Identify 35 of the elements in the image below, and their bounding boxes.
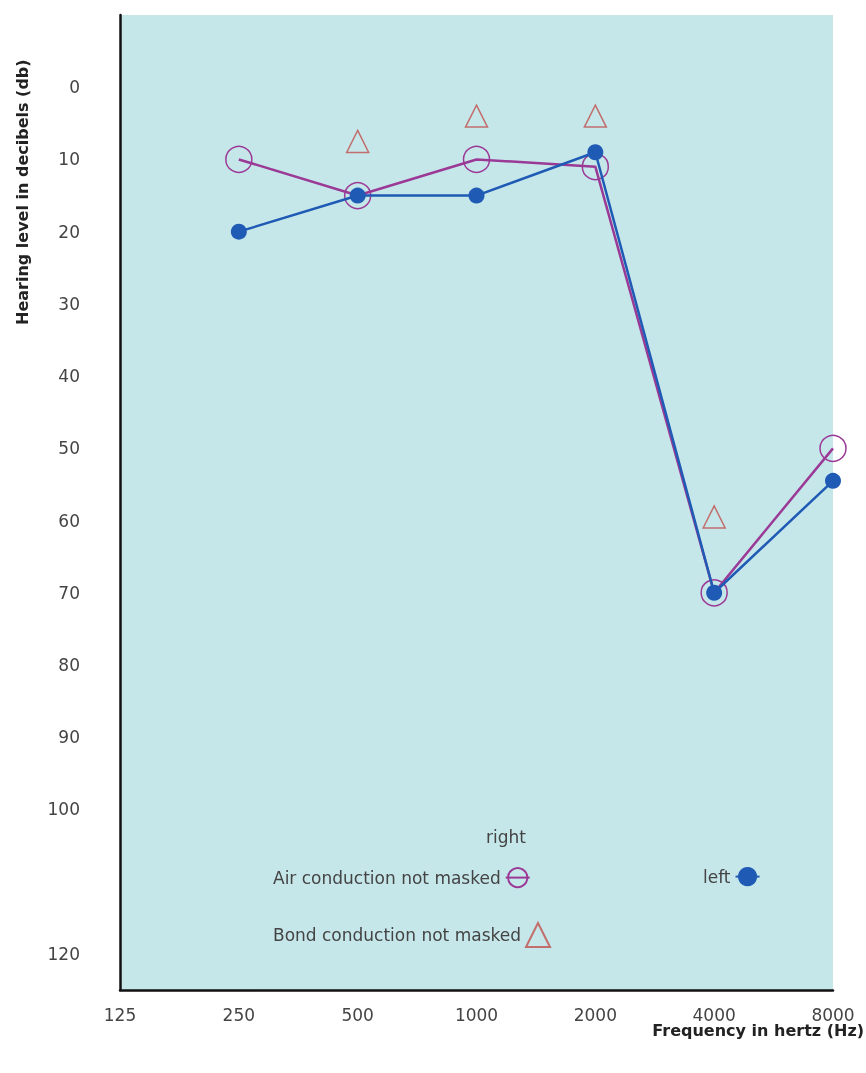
y-tick-label: 80 <box>58 655 80 675</box>
point <box>464 104 489 128</box>
y-tick-label: 20 <box>58 221 80 242</box>
point <box>345 129 370 154</box>
point <box>462 145 491 174</box>
legend-label: Bond conduction not masked <box>272 925 521 945</box>
x-tick-label: 2000 <box>573 1004 617 1025</box>
y-tick-label: 60 <box>58 510 80 531</box>
point <box>825 472 841 489</box>
point <box>587 144 604 161</box>
y-tick-label: 120 <box>47 943 80 964</box>
legend-label: Air conduction not masked <box>273 867 501 888</box>
point <box>700 579 728 607</box>
point <box>819 434 847 463</box>
point <box>343 181 372 210</box>
y-tick-label: 30 <box>58 293 80 314</box>
x-tick-label: 125 <box>103 1004 137 1025</box>
y-tick-label: 100 <box>47 799 80 820</box>
annotation: right <box>486 826 527 847</box>
y-tick-label: 70 <box>58 582 80 603</box>
x-tick-label: 1000 <box>454 1004 499 1025</box>
y-tick-label: 40 <box>58 366 80 387</box>
point <box>583 104 608 128</box>
point <box>702 505 726 529</box>
y-tick-label: 10 <box>58 149 80 170</box>
point <box>230 223 247 240</box>
legend-label: left <box>702 866 731 887</box>
y-tick-label: 90 <box>58 727 80 748</box>
y-axis-title: Hearing level in decibels (db) <box>12 59 32 325</box>
point <box>468 187 485 204</box>
x-tick-label: 500 <box>341 1004 374 1025</box>
point <box>225 145 253 174</box>
y-tick-label: 0 <box>69 77 80 98</box>
x-tick-label: 250 <box>222 1004 256 1025</box>
y-tick-label: 50 <box>58 438 80 459</box>
